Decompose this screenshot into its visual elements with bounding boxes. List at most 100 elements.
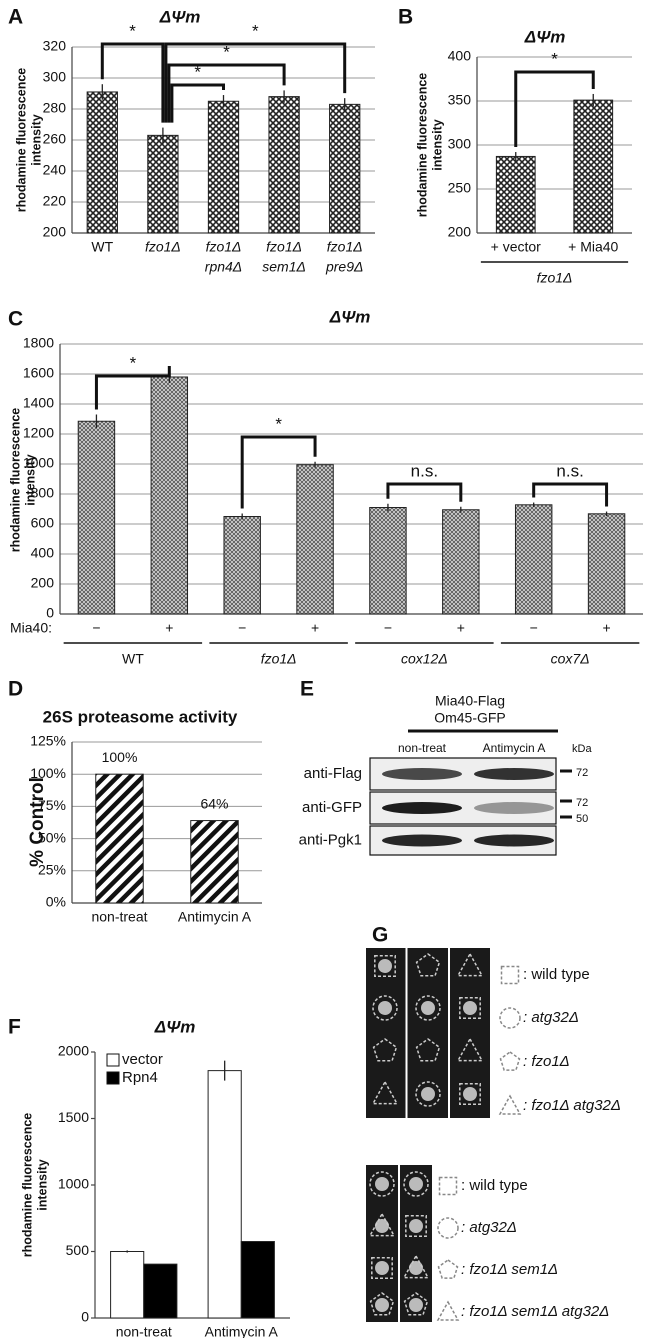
shape-icon xyxy=(500,965,520,985)
legend-label: : atg32Δ xyxy=(523,1009,579,1026)
colony xyxy=(409,1177,423,1191)
blot-row-label: anti-Flag xyxy=(304,765,362,782)
y-tick-label: 50% xyxy=(38,829,66,845)
blot-header: Om45-GFP xyxy=(434,710,506,726)
y-tick-label: 75% xyxy=(38,797,66,813)
y-axis-label: intensity xyxy=(430,119,444,170)
x-tick-label: fzo1Δ xyxy=(266,239,302,255)
y-tick-label: 200 xyxy=(43,224,67,240)
group-label: fzo1Δ xyxy=(261,651,297,667)
bar xyxy=(147,134,179,234)
x-tick-label: fzo1Δ xyxy=(327,239,363,255)
chart-title: 26S proteasome activity xyxy=(43,707,238,726)
bar xyxy=(442,509,480,615)
y-tick-label: 300 xyxy=(43,69,67,85)
y-tick-label: 25% xyxy=(38,862,66,878)
blot-band xyxy=(382,802,462,814)
significance-bracket xyxy=(240,435,317,509)
group-label: cox7Δ xyxy=(551,651,590,667)
blot-marker: 72 xyxy=(576,767,588,779)
blot-row-label: anti-GFP xyxy=(302,799,362,816)
bar xyxy=(207,1070,242,1319)
y-tick-label: 1600 xyxy=(23,365,54,381)
x-tick-label: + Mia40 xyxy=(568,239,618,255)
blot-band xyxy=(474,802,554,814)
significance-label: * xyxy=(275,414,282,433)
x-tick-label: + xyxy=(165,620,173,636)
shape-icon xyxy=(415,1081,441,1107)
bar xyxy=(207,100,240,234)
panel-letter: E xyxy=(300,678,314,701)
shape-icon xyxy=(405,1215,427,1237)
bar xyxy=(110,1251,145,1319)
y-axis-label: intensity xyxy=(35,1159,49,1210)
legend-label: : fzo1Δ atg32Δ xyxy=(523,1097,621,1114)
shape-icon xyxy=(456,952,484,977)
x-axis-label: Mia40: xyxy=(10,620,52,636)
data-label: 64% xyxy=(200,795,228,811)
legend-label: : fzo1Δ sem1Δ atg32Δ xyxy=(461,1303,609,1320)
bar xyxy=(495,155,536,234)
shape-icon xyxy=(499,1051,521,1071)
shape-icon xyxy=(368,1212,396,1237)
legend-label: vector xyxy=(122,1051,163,1068)
shape-icon xyxy=(402,1254,430,1279)
shape-icon xyxy=(372,995,398,1021)
panel-letter: A xyxy=(8,6,23,29)
group-label: WT xyxy=(122,651,144,667)
group-label: fzo1Δ xyxy=(537,270,573,286)
bar xyxy=(95,773,144,904)
bar xyxy=(143,1263,178,1319)
y-tick-label: 400 xyxy=(31,545,55,561)
panel-letter: D xyxy=(8,678,23,701)
legend-label: : fzo1Δ sem1Δ xyxy=(461,1261,558,1278)
x-tick-label: + xyxy=(457,620,465,636)
x-tick-label: pre9Δ xyxy=(325,259,363,275)
significance-label: n.s. xyxy=(556,461,583,480)
significance-bracket xyxy=(100,42,165,123)
shape-icon xyxy=(371,1080,399,1105)
y-tick-label: 200 xyxy=(448,224,472,240)
y-tick-label: 260 xyxy=(43,131,67,147)
shape-icon xyxy=(499,1007,521,1029)
legend-label: : atg32Δ xyxy=(461,1219,517,1236)
shape-icon xyxy=(403,1292,429,1316)
y-tick-label: 0% xyxy=(46,894,66,910)
chart-title: ΔΨm xyxy=(329,307,371,326)
x-tick-label: non-treat xyxy=(91,909,147,925)
shape-icon xyxy=(498,1094,522,1115)
y-tick-label: 0 xyxy=(81,1309,89,1325)
bar xyxy=(369,507,407,615)
y-tick-label: 1500 xyxy=(58,1109,89,1125)
y-tick-label: 1000 xyxy=(58,1176,89,1192)
y-tick-label: 400 xyxy=(448,48,472,64)
shape-icon xyxy=(436,1300,460,1321)
blot-band xyxy=(474,834,554,847)
panel-letter: F xyxy=(8,1016,21,1039)
colony xyxy=(375,1298,389,1312)
blot-marker: 50 xyxy=(576,813,588,825)
colony xyxy=(409,1261,423,1275)
x-tick-label: WT xyxy=(91,239,113,255)
y-tick-label: 350 xyxy=(448,92,472,108)
bar xyxy=(190,820,239,904)
shape-icon xyxy=(459,997,481,1019)
x-tick-label: rpn4Δ xyxy=(205,259,242,275)
legend-label: : wild type xyxy=(523,966,590,983)
shape-icon xyxy=(374,955,396,977)
bar xyxy=(150,376,189,615)
colony xyxy=(375,1219,389,1233)
y-axis-label: rhodamine fluorescence xyxy=(8,408,22,553)
x-tick-label: − xyxy=(92,620,100,636)
y-tick-label: 1000 xyxy=(23,455,54,471)
chart-title: ΔΨm xyxy=(154,1017,196,1036)
panel-letter: B xyxy=(398,6,413,29)
significance-label: * xyxy=(130,353,137,372)
legend-label: Rpn4 xyxy=(122,1069,158,1086)
colony xyxy=(378,959,392,973)
significance-bracket xyxy=(170,83,225,123)
significance-label: * xyxy=(194,62,201,81)
group-label: cox12Δ xyxy=(401,651,448,667)
bar xyxy=(587,513,626,615)
